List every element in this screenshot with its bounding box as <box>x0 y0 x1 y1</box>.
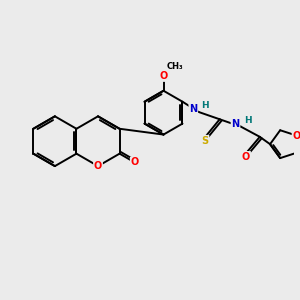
Text: O: O <box>242 152 250 162</box>
Text: N: N <box>189 104 197 114</box>
Text: O: O <box>131 158 139 167</box>
Text: O: O <box>159 71 168 81</box>
Text: O: O <box>292 130 300 141</box>
Text: N: N <box>231 119 240 129</box>
Text: H: H <box>244 116 252 125</box>
Text: CH₃: CH₃ <box>167 62 184 71</box>
Text: H: H <box>202 101 209 110</box>
Text: O: O <box>94 161 102 171</box>
Text: S: S <box>202 136 208 146</box>
